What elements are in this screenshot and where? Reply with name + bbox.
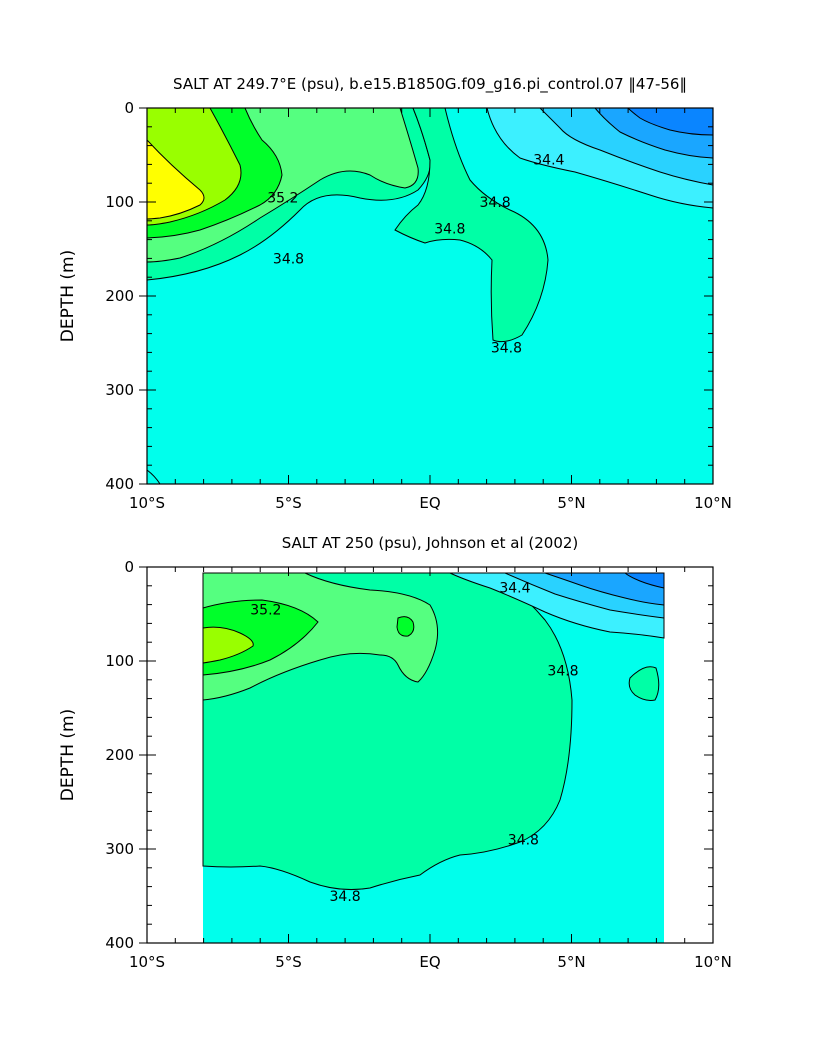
panel-2: SALT AT 250 (psu), Johnson et al (2002) … [58,534,732,971]
panel-2-field [202,572,665,943]
x-tick-label: 5°S [275,494,302,512]
y-tick-label: 300 [105,840,134,858]
panel-2-axes: 10°S 5°S EQ 5°N 10°N 0 100 200 300 400 [105,558,732,971]
p1-deep-corner [147,469,161,484]
x-tick-label: 5°S [275,953,302,971]
panel-1-title: SALT AT 249.7°E (psu), b.e15.B1850G.f09_… [173,75,687,94]
contour-label: 34.4 [533,153,564,169]
contour-label: 34.8 [273,251,304,267]
panel-1-contour-labels: 35.2 34.8 34.8 34.8 34.4 34.8 [267,153,564,357]
p1-region-34-8-lens [394,108,549,343]
contour-label: 34.8 [434,221,465,237]
x-tick-label: 10°N [694,494,732,512]
p2-region-35-4 [202,626,254,664]
x-tick-label: 10°S [129,953,165,971]
y-tick-label: 300 [105,381,134,399]
y-tick-label: 200 [105,287,134,305]
contour-label: 34.8 [330,889,361,905]
contour-label: 35.2 [250,602,281,618]
panel-2-ylabel: DEPTH (m) [58,709,78,801]
panel-2-contour-labels: 35.2 34.4 34.8 34.8 34.8 [250,581,578,905]
panel-1: SALT AT 249.7°E (psu), b.e15.B1850G.f09_… [58,75,732,512]
x-tick-label: EQ [419,494,440,512]
y-tick-label: 100 [105,652,134,670]
y-tick-label: 0 [124,99,134,117]
x-tick-label: 10°N [694,953,732,971]
x-tick-label: 10°S [129,494,165,512]
panel-1-ylabel: DEPTH (m) [58,250,78,342]
p2-region-34-0 [544,572,665,606]
y-tick-label: 400 [105,475,134,493]
y-tick-label: 0 [124,558,134,576]
y-tick-label: 100 [105,193,134,211]
p2-region-35-2-blob [396,616,415,637]
p1-region-33-8 [627,108,713,136]
x-tick-label: 5°N [557,953,585,971]
contour-label: 34.8 [547,663,578,679]
x-tick-label: EQ [419,953,440,971]
x-tick-label: 5°N [557,494,585,512]
y-tick-label: 400 [105,934,134,952]
panel-2-title: SALT AT 250 (psu), Johnson et al (2002) [282,534,579,552]
contour-label: 34.4 [499,581,530,597]
contour-label: 34.8 [480,195,511,211]
contour-label: 35.2 [267,190,298,206]
p1-region-35-6 [147,139,205,220]
contour-label: 34.8 [491,341,522,357]
p2-region-33-8 [623,572,665,589]
p2-region-34-8-lens [628,666,660,701]
y-tick-label: 200 [105,746,134,764]
panel-1-field [147,108,713,484]
panel-1-axes: 10°S 5°S EQ 5°N 10°N 0 100 200 300 400 [105,99,732,512]
contour-label: 34.8 [508,833,539,849]
